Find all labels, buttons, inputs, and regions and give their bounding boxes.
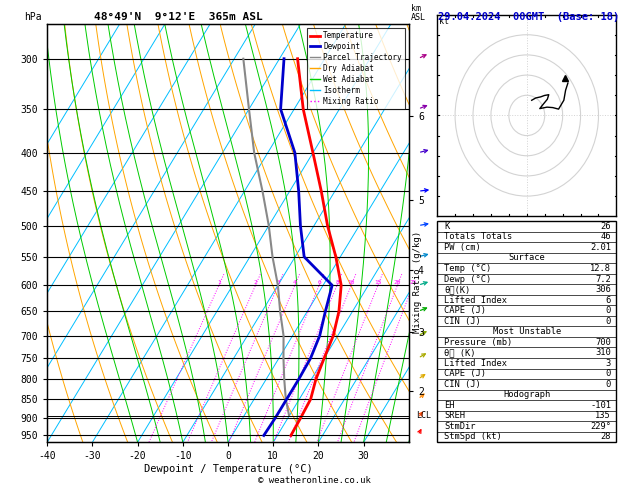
- Text: K: K: [444, 222, 450, 231]
- Text: 2: 2: [253, 280, 257, 285]
- Text: 10: 10: [347, 280, 355, 285]
- Text: 3: 3: [606, 359, 611, 368]
- Text: Pressure (mb): Pressure (mb): [444, 338, 513, 347]
- Text: km
ASL: km ASL: [411, 3, 426, 22]
- Text: 2.01: 2.01: [590, 243, 611, 252]
- Text: © weatheronline.co.uk: © weatheronline.co.uk: [258, 476, 371, 485]
- Text: 20: 20: [394, 280, 401, 285]
- Text: hPa: hPa: [24, 12, 42, 22]
- Text: Mixing Ratio (g/kg): Mixing Ratio (g/kg): [413, 231, 422, 333]
- Text: CIN (J): CIN (J): [444, 380, 481, 389]
- Text: 700: 700: [595, 338, 611, 347]
- Text: StmDir: StmDir: [444, 422, 476, 431]
- Text: 8: 8: [335, 280, 339, 285]
- Text: 3: 3: [276, 280, 280, 285]
- Text: 6: 6: [606, 295, 611, 305]
- X-axis label: Dewpoint / Temperature (°C): Dewpoint / Temperature (°C): [143, 464, 313, 474]
- Text: kt: kt: [439, 17, 449, 26]
- Text: 0: 0: [606, 306, 611, 315]
- Text: EH: EH: [444, 401, 455, 410]
- Text: Lifted Index: Lifted Index: [444, 359, 508, 368]
- Text: 0: 0: [606, 380, 611, 389]
- Text: CAPE (J): CAPE (J): [444, 369, 486, 378]
- Text: 135: 135: [595, 412, 611, 420]
- Text: 48°49'N  9°12'E  365m ASL: 48°49'N 9°12'E 365m ASL: [94, 12, 263, 22]
- Text: 46: 46: [601, 232, 611, 242]
- Text: StmSpd (kt): StmSpd (kt): [444, 433, 502, 441]
- Text: 4: 4: [293, 280, 297, 285]
- Text: 0: 0: [606, 369, 611, 378]
- Text: PW (cm): PW (cm): [444, 243, 481, 252]
- Text: Surface: Surface: [508, 254, 545, 262]
- Text: 15: 15: [374, 280, 382, 285]
- Text: 29.04.2024  00GMT  (Base: 18): 29.04.2024 00GMT (Base: 18): [438, 12, 620, 22]
- Text: 0: 0: [606, 317, 611, 326]
- Text: 229°: 229°: [590, 422, 611, 431]
- Text: Hodograph: Hodograph: [503, 390, 550, 399]
- Text: 28: 28: [601, 433, 611, 441]
- Text: 6: 6: [317, 280, 321, 285]
- Text: 25: 25: [409, 280, 416, 285]
- Text: Temp (°C): Temp (°C): [444, 264, 492, 273]
- Text: CAPE (J): CAPE (J): [444, 306, 486, 315]
- Text: LCL: LCL: [416, 412, 431, 420]
- Text: Most Unstable: Most Unstable: [493, 327, 561, 336]
- Text: Totals Totals: Totals Totals: [444, 232, 513, 242]
- Text: Lifted Index: Lifted Index: [444, 295, 508, 305]
- Text: 7.2: 7.2: [595, 275, 611, 283]
- Text: 12.8: 12.8: [590, 264, 611, 273]
- Text: θᴇ (K): θᴇ (K): [444, 348, 476, 357]
- Text: SREH: SREH: [444, 412, 465, 420]
- Text: CIN (J): CIN (J): [444, 317, 481, 326]
- Legend: Temperature, Dewpoint, Parcel Trajectory, Dry Adiabat, Wet Adiabat, Isotherm, Mi: Temperature, Dewpoint, Parcel Trajectory…: [306, 28, 405, 109]
- Text: -101: -101: [590, 401, 611, 410]
- Text: 1: 1: [217, 280, 221, 285]
- Text: Dewp (°C): Dewp (°C): [444, 275, 492, 283]
- Text: θᴇ(K): θᴇ(K): [444, 285, 470, 294]
- Text: 310: 310: [595, 348, 611, 357]
- Text: 26: 26: [601, 222, 611, 231]
- Text: 306: 306: [595, 285, 611, 294]
